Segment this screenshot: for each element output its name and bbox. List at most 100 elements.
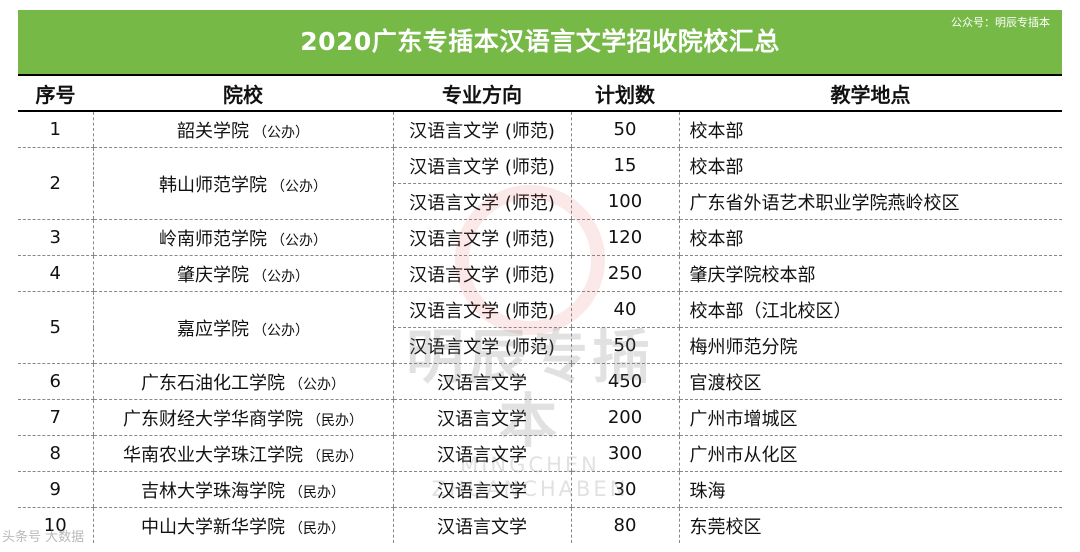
major-cell: 汉语言文学	[392, 363, 571, 400]
major-cell: 汉语言文学	[392, 507, 571, 543]
major-cell: 汉语言文学	[392, 399, 571, 436]
table-row: 4 肇庆学院 （公办） 汉语言文学 (师范) 250 肇庆学院校本部	[18, 255, 1062, 292]
school-type-tag: （公办）	[271, 178, 327, 195]
column-header-no: 序号	[18, 74, 93, 112]
table-row: 1 韶关学院 （公办） 汉语言文学 (师范) 50 校本部	[18, 111, 1062, 148]
row-number: 8	[18, 435, 93, 472]
school-cell: 岭南师范学院 （公办）	[92, 219, 393, 256]
school-type-tag: （民办）	[289, 520, 345, 537]
table-row: 2 韩山师范学院 （公办） 汉语言文学 (师范) 15 校本部	[18, 147, 1062, 220]
location-cell: 广州市从化区	[678, 435, 1062, 472]
school-name: 吉林大学珠海学院	[141, 480, 285, 502]
table-row: 9 吉林大学珠海学院 （民办） 汉语言文学 30 珠海	[18, 471, 1062, 508]
location-cell: 广东省外语艺术职业学院燕岭校区	[678, 183, 1062, 220]
column-header-location: 教学地点	[679, 74, 1062, 112]
location-cell: 梅州师范分院	[678, 327, 1062, 364]
school-cell: 嘉应学院 （公办）	[92, 291, 393, 364]
school-type-tag: （公办）	[253, 124, 309, 141]
column-header-major: 专业方向	[393, 74, 571, 112]
school-name: 韩山师范学院	[159, 174, 267, 196]
plan-cell: 50	[570, 327, 679, 364]
school-type-tag: （公办）	[289, 376, 345, 393]
school-type-tag: （公办）	[271, 232, 327, 249]
location-cell: 广州市增城区	[678, 399, 1062, 436]
row-number: 6	[18, 363, 93, 400]
table-header-row: 序号 院校 专业方向 计划数 教学地点	[18, 74, 1062, 112]
major-cell: 汉语言文学 (师范)	[392, 327, 571, 364]
row-number: 10	[43, 515, 67, 536]
row-number: 5	[18, 291, 93, 364]
major-cell: 汉语言文学 (师范)	[392, 111, 571, 148]
row-number: 4	[18, 255, 93, 292]
page-title: 2020广东专插本汉语言文学招收院校汇总	[300, 27, 780, 56]
table-body: 1 韶关学院 （公办） 汉语言文学 (师范) 50 校本部 2 韩山师范学院 （公办） 汉语言文学…	[18, 111, 1062, 543]
school-name: 广东石油化工学院	[141, 372, 285, 394]
table-row: 8 华南农业大学珠江学院 （民办） 汉语言文学 300 广州市从化区	[18, 435, 1062, 472]
plan-cell: 80	[570, 507, 679, 543]
school-name: 华南农业大学珠江学院	[123, 444, 303, 466]
row-number: 3	[18, 219, 93, 256]
plan-cell: 300	[570, 435, 679, 472]
location-cell: 肇庆学院校本部	[678, 255, 1062, 292]
plan-cell: 50	[570, 111, 679, 148]
row-number: 7	[18, 399, 93, 436]
location-cell: 校本部	[678, 147, 1062, 184]
table-row: 汉语言文学 (师范) 100 广东省外语艺术职业学院燕岭校区	[18, 183, 1062, 220]
plan-cell: 30	[570, 471, 679, 508]
plan-cell: 120	[570, 219, 679, 256]
schools-table: 序号 院校 专业方向 计划数 教学地点 1 韶关学院 （公办） 汉语言文学 (师范) 5…	[18, 74, 1062, 543]
plan-cell: 100	[570, 183, 679, 220]
major-cell: 汉语言文学 (师范)	[392, 183, 571, 220]
school-cell: 韶关学院 （公办）	[92, 111, 393, 148]
major-cell: 汉语言文学	[392, 471, 571, 508]
school-cell: 肇庆学院 （公办）	[92, 255, 393, 292]
major-cell: 汉语言文学 (师范)	[392, 147, 571, 184]
table-row: 10 中山大学新华学院 （民办） 汉语言文学 80 东莞校区	[18, 507, 1062, 543]
major-cell: 汉语言文学 (师范)	[392, 291, 571, 328]
table-row: 5 嘉应学院 （公办） 汉语言文学 (师范) 40 校本部（江北校区）	[18, 291, 1062, 364]
school-type-tag: （民办）	[307, 448, 363, 465]
school-name: 岭南师范学院	[159, 228, 267, 250]
location-cell: 校本部	[678, 219, 1062, 256]
corner-watermark: 头条号 大数据	[2, 530, 85, 545]
school-name: 中山大学新华学院	[141, 516, 285, 538]
location-cell: 东莞校区	[678, 507, 1062, 543]
school-name: 广东财经大学华商学院	[123, 408, 303, 430]
plan-cell: 250	[570, 255, 679, 292]
plan-cell: 40	[570, 291, 679, 328]
location-cell: 官渡校区	[678, 363, 1062, 400]
plan-cell: 450	[570, 363, 679, 400]
school-cell: 广东石油化工学院 （公办）	[92, 363, 393, 400]
school-cell: 韩山师范学院 （公办）	[92, 147, 393, 220]
school-name: 嘉应学院	[177, 318, 249, 340]
table-row: 汉语言文学 (师范) 50 梅州师范分院	[18, 327, 1062, 364]
school-name: 肇庆学院	[177, 264, 249, 286]
row-number: 2	[18, 147, 93, 220]
row-number: 9	[18, 471, 93, 508]
school-name: 韶关学院	[177, 120, 249, 142]
row-number: 1	[18, 111, 93, 148]
school-cell: 广东财经大学华商学院 （民办）	[92, 399, 393, 436]
location-cell: 珠海	[678, 471, 1062, 508]
school-type-tag: （公办）	[253, 268, 309, 285]
school-type-tag: （民办）	[289, 484, 345, 501]
table-row: 3 岭南师范学院 （公办） 汉语言文学 (师范) 120 校本部	[18, 219, 1062, 256]
location-cell: 校本部（江北校区）	[678, 291, 1062, 328]
column-header-school: 院校	[93, 74, 393, 112]
school-type-tag: （公办）	[253, 322, 309, 339]
major-cell: 汉语言文学 (师范)	[392, 219, 571, 256]
school-type-tag: （民办）	[307, 412, 363, 429]
column-header-plan: 计划数	[571, 74, 679, 112]
account-label: 公众号：明辰专插本	[951, 16, 1050, 29]
plan-cell: 200	[570, 399, 679, 436]
plan-cell: 15	[570, 147, 679, 184]
school-cell: 中山大学新华学院 （民办）	[92, 507, 393, 543]
location-cell: 校本部	[678, 111, 1062, 148]
table-row: 7 广东财经大学华商学院 （民办） 汉语言文学 200 广州市增城区	[18, 399, 1062, 436]
major-cell: 汉语言文学	[392, 435, 571, 472]
school-cell: 吉林大学珠海学院 （民办）	[92, 471, 393, 508]
table-row: 6 广东石油化工学院 （公办） 汉语言文学 450 官渡校区	[18, 363, 1062, 400]
school-cell: 华南农业大学珠江学院 （民办）	[92, 435, 393, 472]
table-title-banner: 2020广东专插本汉语言文学招收院校汇总 公众号：明辰专插本	[18, 10, 1062, 74]
major-cell: 汉语言文学 (师范)	[392, 255, 571, 292]
